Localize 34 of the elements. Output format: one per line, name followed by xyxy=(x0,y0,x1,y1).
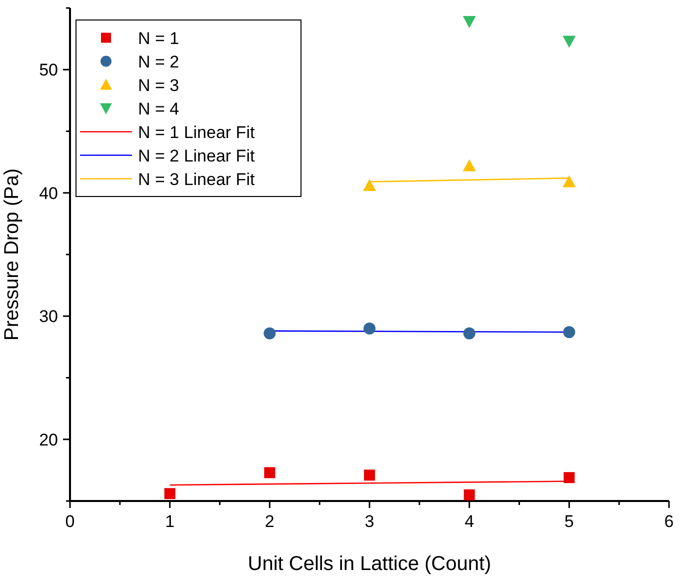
x-tick-label: 4 xyxy=(464,512,474,531)
point xyxy=(264,327,276,340)
legend-label: N = 3 xyxy=(138,76,180,95)
x-tick-label: 5 xyxy=(564,512,574,531)
y-tick-label: 20 xyxy=(39,430,58,450)
x-tick-label: 6 xyxy=(664,512,674,531)
x-tick-label: 1 xyxy=(165,512,175,531)
point xyxy=(462,16,476,28)
point xyxy=(364,322,376,334)
legend-label: N = 1 Linear Fit xyxy=(138,122,255,142)
y-tick-label: 50 xyxy=(39,60,58,80)
point xyxy=(562,36,576,48)
point xyxy=(563,326,576,338)
x-tick-label: 0 xyxy=(65,512,75,531)
x-tick-label: 2 xyxy=(264,512,274,531)
point xyxy=(462,159,476,172)
point xyxy=(463,327,476,340)
y-tick-label: 30 xyxy=(39,307,58,326)
y-axis-title: Pressure Drop (Pa) xyxy=(1,168,23,341)
legend-label: N = 2 Linear Fit xyxy=(138,146,255,166)
legend-label: N = 3 Linear Fit xyxy=(138,170,255,189)
point xyxy=(164,488,176,500)
point xyxy=(363,178,376,191)
legend-label: N = 4 xyxy=(138,99,180,118)
point xyxy=(364,470,375,481)
x-axis-title: Unit Cells in Lattice (Count) xyxy=(248,553,492,575)
legend-label: N = 2 xyxy=(138,52,180,72)
point xyxy=(564,472,575,484)
y-tick-label: 40 xyxy=(39,184,58,203)
x-tick-label: 3 xyxy=(364,512,374,531)
point xyxy=(264,467,276,478)
point xyxy=(562,175,576,188)
legend-label: N = 1 xyxy=(138,28,180,48)
point xyxy=(464,489,475,500)
